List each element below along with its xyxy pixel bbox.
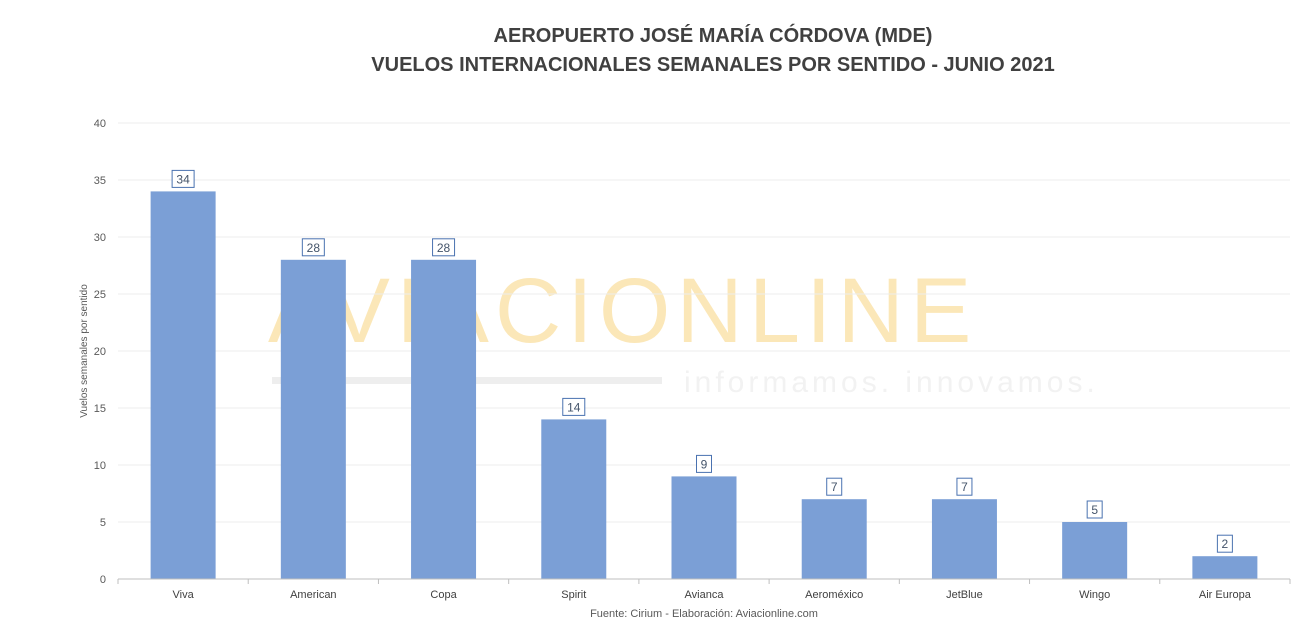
y-axis-label: Vuelos semanales por sentido — [79, 284, 90, 418]
data-label-box — [1086, 500, 1103, 519]
bar-american — [280, 259, 346, 579]
data-label: 9 — [701, 457, 708, 471]
watermark: AVIACIONLINE informamos. innovamos. — [268, 260, 1099, 399]
y-tick-label: 0 — [100, 574, 106, 586]
data-label: 34 — [176, 172, 190, 186]
x-tick-label: JetBlue — [946, 589, 983, 601]
bar-wingo — [1062, 522, 1128, 579]
chart-title-line-1: AEROPUERTO JOSÉ MARÍA CÓRDOVA (MDE) — [494, 23, 933, 47]
watermark-brand: AVIACIONLINE — [268, 260, 977, 362]
data-label: 2 — [1222, 537, 1229, 551]
x-tick-label: Spirit — [561, 589, 586, 601]
x-axis — [117, 578, 1291, 584]
data-label: 28 — [437, 241, 451, 255]
y-tick-label: 30 — [94, 232, 106, 244]
data-label-box — [826, 477, 843, 496]
bar-jetblue — [931, 499, 997, 579]
bar-viva — [150, 191, 216, 579]
y-tick-label: 35 — [94, 175, 106, 187]
data-label: 28 — [307, 241, 321, 255]
x-tick-label: Air Europa — [1199, 589, 1252, 601]
y-tick-label: 10 — [94, 460, 106, 472]
y-tick-label: 5 — [100, 517, 106, 529]
data-labels: 34 28 28 14 9 7 7 5 2 — [171, 169, 1233, 553]
y-tick-label: 25 — [94, 289, 106, 301]
data-label: 7 — [831, 480, 838, 494]
x-tick-label: Wingo — [1079, 589, 1110, 601]
x-tick-label: American — [290, 589, 336, 601]
bar-spirit — [541, 419, 607, 579]
x-tick-label: Avianca — [685, 589, 725, 601]
bar-air-europa — [1192, 556, 1258, 579]
y-tick-label: 20 — [94, 346, 106, 358]
x-tick-label: Viva — [173, 589, 195, 601]
data-label-box — [956, 477, 973, 496]
watermark-tagline: informamos. innovamos. — [684, 366, 1099, 399]
x-tick-label: Aeroméxico — [805, 589, 863, 601]
category-labels: Viva American Copa Spirit Avianca Aeroméxico J… — [173, 589, 1252, 601]
chart-title-line-2: VUELOS INTERNACIONALES SEMANALES POR SEN… — [371, 54, 1054, 76]
y-tick-label: 40 — [94, 118, 106, 130]
data-label: 7 — [961, 480, 968, 494]
y-tick-label: 15 — [94, 403, 106, 415]
bar-avianca — [671, 476, 737, 579]
bar-copa — [411, 259, 477, 579]
data-label-box — [562, 397, 586, 416]
y-axis-ticks: 0 5 10 15 20 25 30 35 40 — [94, 118, 106, 586]
data-label: 14 — [567, 400, 581, 414]
data-label-box — [171, 169, 195, 188]
data-label-box — [432, 238, 456, 257]
data-label-box — [301, 238, 325, 257]
bars — [150, 191, 1258, 579]
data-label-box — [1216, 534, 1233, 553]
source-note: Fuente: Cirium - Elaboración: Aviacionli… — [590, 608, 818, 620]
data-label: 5 — [1091, 503, 1098, 517]
x-tick-label: Copa — [430, 589, 457, 601]
bar-aerom-xico — [801, 499, 867, 579]
data-label-box — [696, 454, 712, 473]
